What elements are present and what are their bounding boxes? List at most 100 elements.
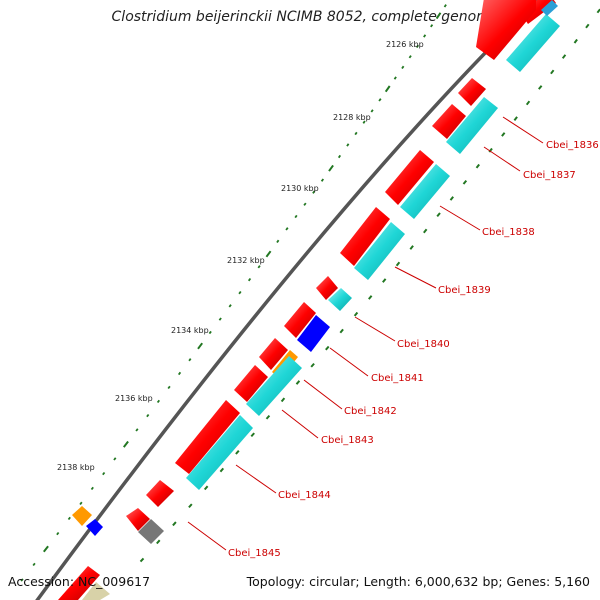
forward-strand-genes[interactable] xyxy=(58,0,556,600)
gene-label-cbei-1843[interactable]: Cbei_1843 xyxy=(321,435,374,446)
inner-tick xyxy=(339,328,344,334)
tick-minor xyxy=(337,154,342,159)
tick-major xyxy=(435,12,442,20)
inner-tick xyxy=(423,228,428,234)
gene-label-cbei-1844[interactable]: Cbei_1844 xyxy=(278,490,331,501)
tick-minor xyxy=(247,277,252,282)
gene-reverse-1845[interactable] xyxy=(138,519,164,544)
tick-label-2130: 2130 kbp xyxy=(281,184,319,193)
gene-label-cbei-1839[interactable]: Cbei_1839 xyxy=(438,285,491,296)
inner-tick xyxy=(501,132,506,137)
tick-label-2136: 2136 kbp xyxy=(115,394,153,403)
gene-forward-b[interactable] xyxy=(126,508,150,531)
inner-tick xyxy=(280,397,286,403)
tick-minor xyxy=(102,471,106,476)
gene-label-cbei-1842[interactable]: Cbei_1842 xyxy=(344,406,397,417)
gene-outer-orange[interactable] xyxy=(72,506,92,526)
tick-minor xyxy=(90,486,94,491)
gene-reverse-bottom[interactable] xyxy=(82,582,110,600)
gene-forward-1844[interactable] xyxy=(175,400,240,474)
genome-backbone xyxy=(35,0,541,600)
tick-minor xyxy=(135,428,139,432)
gene-reverse-1839[interactable] xyxy=(328,288,352,311)
tick-minor xyxy=(238,290,242,295)
tick-minor xyxy=(285,227,289,231)
gene-labels: Cbei_1836 Cbei_1837 Cbei_1838 Cbei_1839 … xyxy=(228,140,599,559)
tick-minor xyxy=(346,143,350,147)
tick-minor xyxy=(146,413,150,418)
tick-label-2138: 2138 kbp xyxy=(57,463,95,472)
gene-reverse-1842[interactable] xyxy=(246,356,302,416)
gene-reverse-small-top[interactable] xyxy=(541,0,558,16)
gene-reverse-1843[interactable] xyxy=(186,415,253,490)
tick-minor xyxy=(354,131,358,136)
gene-reverse-1840[interactable] xyxy=(297,315,330,352)
tick-minor xyxy=(32,562,36,567)
tick-minor xyxy=(188,358,192,362)
tick-minor xyxy=(208,330,212,335)
tick-minor xyxy=(276,239,280,244)
tick-minor xyxy=(294,214,298,219)
tick-labels: 2126 kbp 2128 kbp 2130 kbp 2132 kbp 2134… xyxy=(57,40,424,472)
gene-outer-blue[interactable] xyxy=(86,519,103,536)
inner-tick xyxy=(295,380,301,385)
inner-tick xyxy=(475,163,480,169)
inner-tick xyxy=(265,414,271,420)
gene-forward-1839[interactable] xyxy=(340,207,390,266)
tick-minor xyxy=(320,178,325,182)
tick-minor xyxy=(228,304,232,308)
inner-tick xyxy=(325,345,330,351)
inner-tick xyxy=(219,467,225,473)
gene-forward-1843[interactable] xyxy=(234,365,268,402)
tick-minor xyxy=(312,190,316,194)
tick-major xyxy=(43,545,49,553)
tick-minor xyxy=(79,501,83,506)
gene-label-cbei-1845[interactable]: Cbei_1845 xyxy=(228,548,281,559)
tick-label-2126: 2126 kbp xyxy=(386,40,424,49)
genome-summary-text: Topology: circular; Length: 6,000,632 bp… xyxy=(246,574,590,589)
gene-forward-1837[interactable] xyxy=(432,104,466,139)
inner-tick xyxy=(462,179,468,185)
tick-minor xyxy=(401,65,405,70)
tick-minor xyxy=(362,120,366,124)
inner-tick xyxy=(139,557,145,563)
gene-label-cbei-1838[interactable]: Cbei_1838 xyxy=(482,227,535,238)
gene-forward-a[interactable] xyxy=(476,0,536,60)
gene-reverse-top[interactable] xyxy=(506,14,560,72)
gene-reverse-1837[interactable] xyxy=(400,164,450,219)
gene-label-cbei-1840[interactable]: Cbei_1840 xyxy=(397,339,450,350)
gene-forward-1842[interactable] xyxy=(259,338,288,370)
reverse-strand-genes[interactable] xyxy=(72,0,560,600)
tick-major xyxy=(328,164,334,172)
inner-tick xyxy=(235,450,240,455)
gene-forward-1840[interactable] xyxy=(316,276,338,300)
inner-tick xyxy=(310,362,315,368)
inner-tick xyxy=(436,212,441,218)
gene-label-cbei-1836[interactable]: Cbei_1836 xyxy=(546,140,599,151)
gene-forward-bottom[interactable] xyxy=(58,566,100,600)
tick-minor xyxy=(430,24,434,28)
tick-major xyxy=(265,250,272,258)
gene-forward-1845[interactable] xyxy=(146,480,174,507)
tick-major xyxy=(123,440,129,448)
map-title: Clostridium beijerinckii NCIMB 8052, com… xyxy=(111,9,499,25)
gene-label-cbei-1837[interactable]: Cbei_1837 xyxy=(523,170,576,181)
tick-minor xyxy=(218,317,222,321)
inner-tick xyxy=(513,116,518,122)
gene-reverse-1836[interactable] xyxy=(446,97,498,154)
tick-minor xyxy=(20,578,24,582)
inner-tick xyxy=(550,69,555,75)
gene-label-cbei-1841[interactable]: Cbei_1841 xyxy=(371,373,424,384)
gene-forward-1838[interactable] xyxy=(385,150,434,205)
inner-tick xyxy=(368,295,373,300)
gene-reverse-1838[interactable] xyxy=(354,222,405,280)
tick-minor xyxy=(257,265,261,269)
inner-tick xyxy=(188,503,193,509)
gene-forward-1836[interactable] xyxy=(458,78,486,106)
inner-tick xyxy=(395,261,401,267)
inner-tick xyxy=(156,539,161,545)
tick-minor xyxy=(415,44,420,49)
tick-label-2128: 2128 kbp xyxy=(333,113,371,122)
tick-minor xyxy=(423,34,427,38)
gene-forward-1841[interactable] xyxy=(284,302,316,338)
